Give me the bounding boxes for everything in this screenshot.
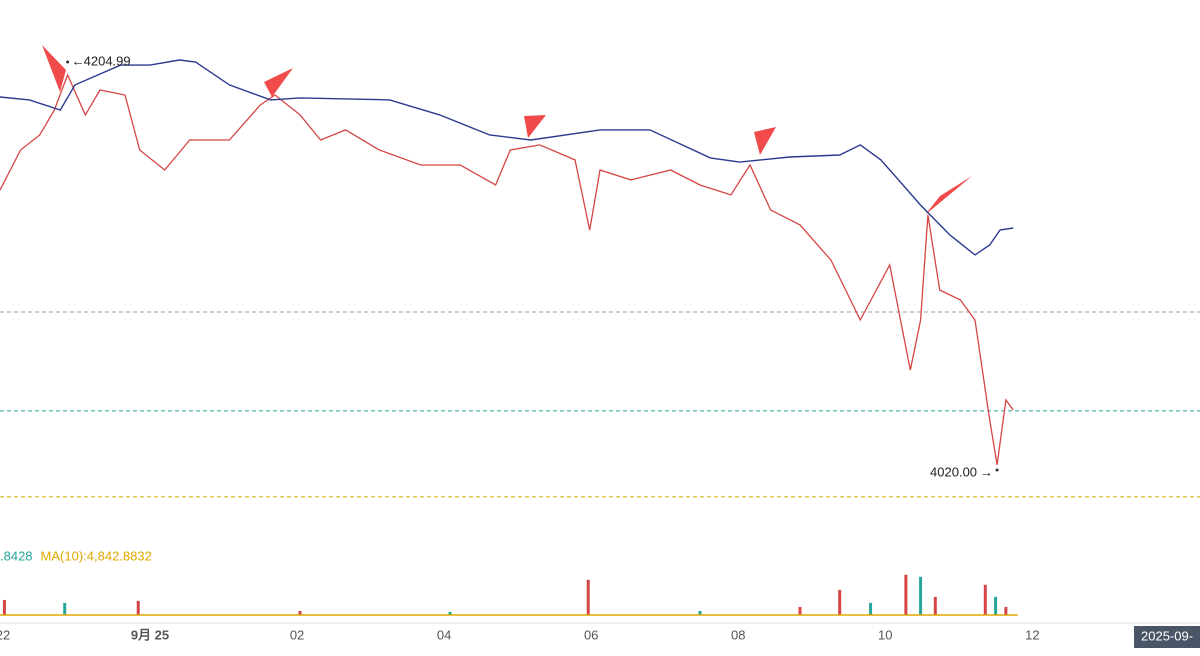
volume-bar [933,596,937,615]
arrow [524,115,546,138]
arrow [925,176,972,215]
annotation-point [995,468,999,472]
x-tick-label: 22 [0,627,10,642]
corner-box [1134,626,1200,648]
arrow [754,127,776,155]
volume-bar [838,589,842,615]
volume-bar [983,584,987,615]
annotation-arrow: → [980,464,993,479]
annotation-label: 4204.99 [84,53,131,68]
volume-bar [904,574,908,615]
x-tick-label: 02 [290,627,304,642]
x-tick-label: 06 [584,627,598,642]
volume-bar [298,610,302,615]
volume-bar [1004,606,1008,615]
volume-bar [698,610,702,615]
volume-bar [869,602,873,615]
volume-bar [919,576,923,615]
volume-bar [994,596,998,615]
annotation-arrow: ← [72,53,85,68]
volume-bar [798,606,802,615]
volume-legend: MA(10):4,842.8832 [41,548,152,563]
arrow [42,45,66,92]
volume-bar [586,579,590,615]
volume-bar [63,602,67,615]
x-tick-label: 04 [437,627,451,642]
volume-bar [2,599,6,615]
arrows [42,45,972,215]
volume-bar [448,611,452,615]
arrow [264,68,293,97]
corner-label: 2025-09- [1141,628,1193,643]
annotation-point [66,60,70,64]
x-tick-label: 12 [1025,627,1039,642]
price-line [0,73,1014,466]
volume-bar [136,600,140,615]
x-tick-label: 10 [878,627,892,642]
x-tick-label: 9月 25 [131,627,169,642]
annotation-label: 4020.00 [930,464,977,479]
x-tick-label: 08 [731,627,745,642]
price-line [0,59,1014,256]
volume-legend: .8428 [0,548,33,563]
